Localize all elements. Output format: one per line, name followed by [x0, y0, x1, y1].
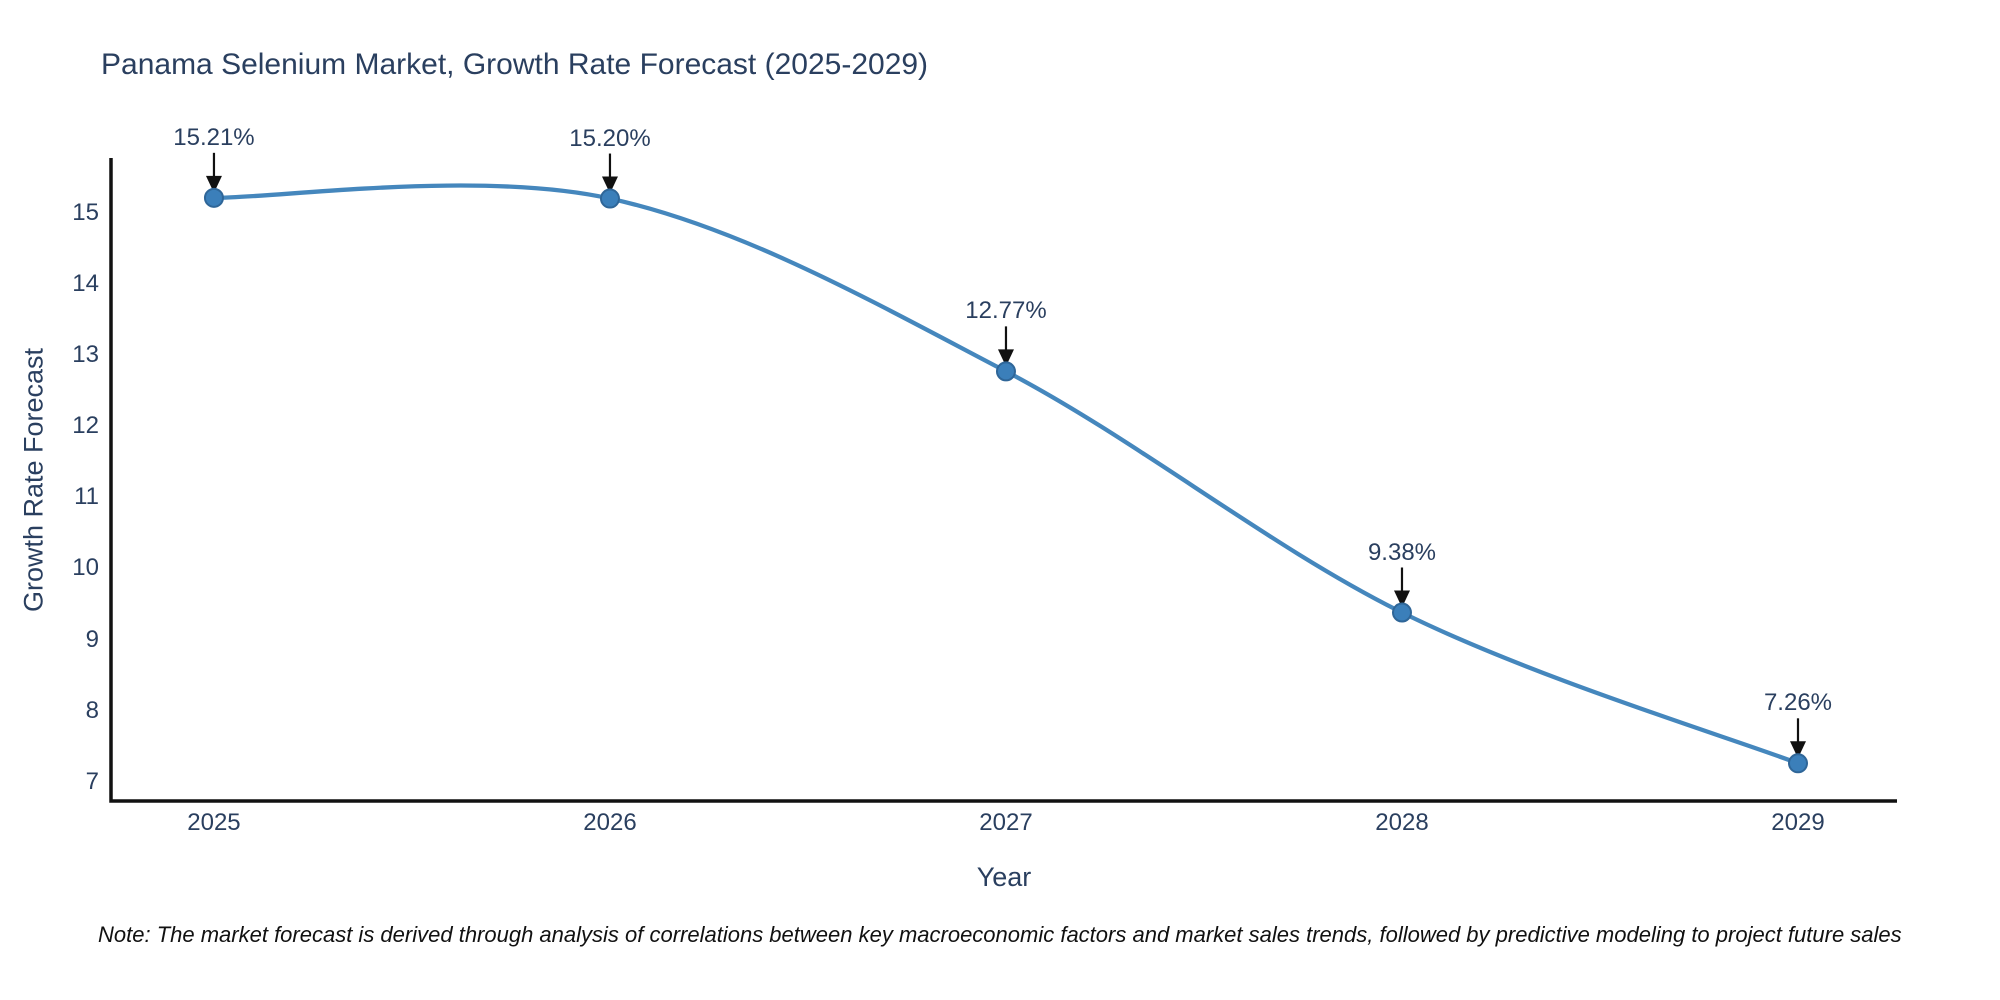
annotation-arrowhead: [1393, 590, 1410, 608]
annotation-label: 15.20%: [569, 124, 651, 152]
x-tick-label: 2025: [187, 809, 241, 836]
y-tick-label: 9: [85, 625, 99, 653]
data-point-marker: [203, 187, 224, 208]
annotation-arrowhead: [601, 176, 618, 194]
y-tick-label: 15: [72, 198, 99, 226]
y-tick-label: 11: [74, 483, 99, 511]
annotation-label: 12.77%: [965, 297, 1047, 325]
chart-title: Panama Selenium Market, Growth Rate Fore…: [101, 48, 929, 81]
data-point-marker: [1787, 753, 1808, 774]
y-tick-label: 7: [85, 767, 99, 795]
x-tick-label: 2027: [979, 809, 1033, 836]
annotation-arrowhead: [205, 175, 222, 193]
y-tick-label: 13: [72, 341, 99, 369]
y-tick-label: 14: [72, 269, 99, 297]
x-axis-title: Year: [976, 862, 1032, 892]
y-tick-label: 10: [72, 554, 99, 582]
data-point-marker: [599, 188, 620, 209]
y-tick-label: 12: [72, 412, 99, 440]
x-tick-label: 2028: [1375, 809, 1429, 836]
trend-line: [211, 183, 1801, 766]
x-tick-label: 2029: [1771, 809, 1825, 836]
annotation-label: 15.21%: [173, 123, 255, 151]
annotation-label: 7.26%: [1763, 689, 1833, 717]
data-point-marker: [1391, 602, 1412, 623]
data-point-marker: [995, 361, 1016, 382]
annotation-arrowhead: [997, 349, 1014, 367]
annotation-arrowhead: [1789, 741, 1806, 759]
x-tick-label: 2026: [583, 809, 637, 836]
y-tick-label: 8: [85, 696, 99, 724]
annotation-label: 9.38%: [1367, 538, 1437, 566]
axis-lines: [109, 158, 1897, 803]
footnote: Note: The market forecast is derived thr…: [98, 922, 1902, 947]
